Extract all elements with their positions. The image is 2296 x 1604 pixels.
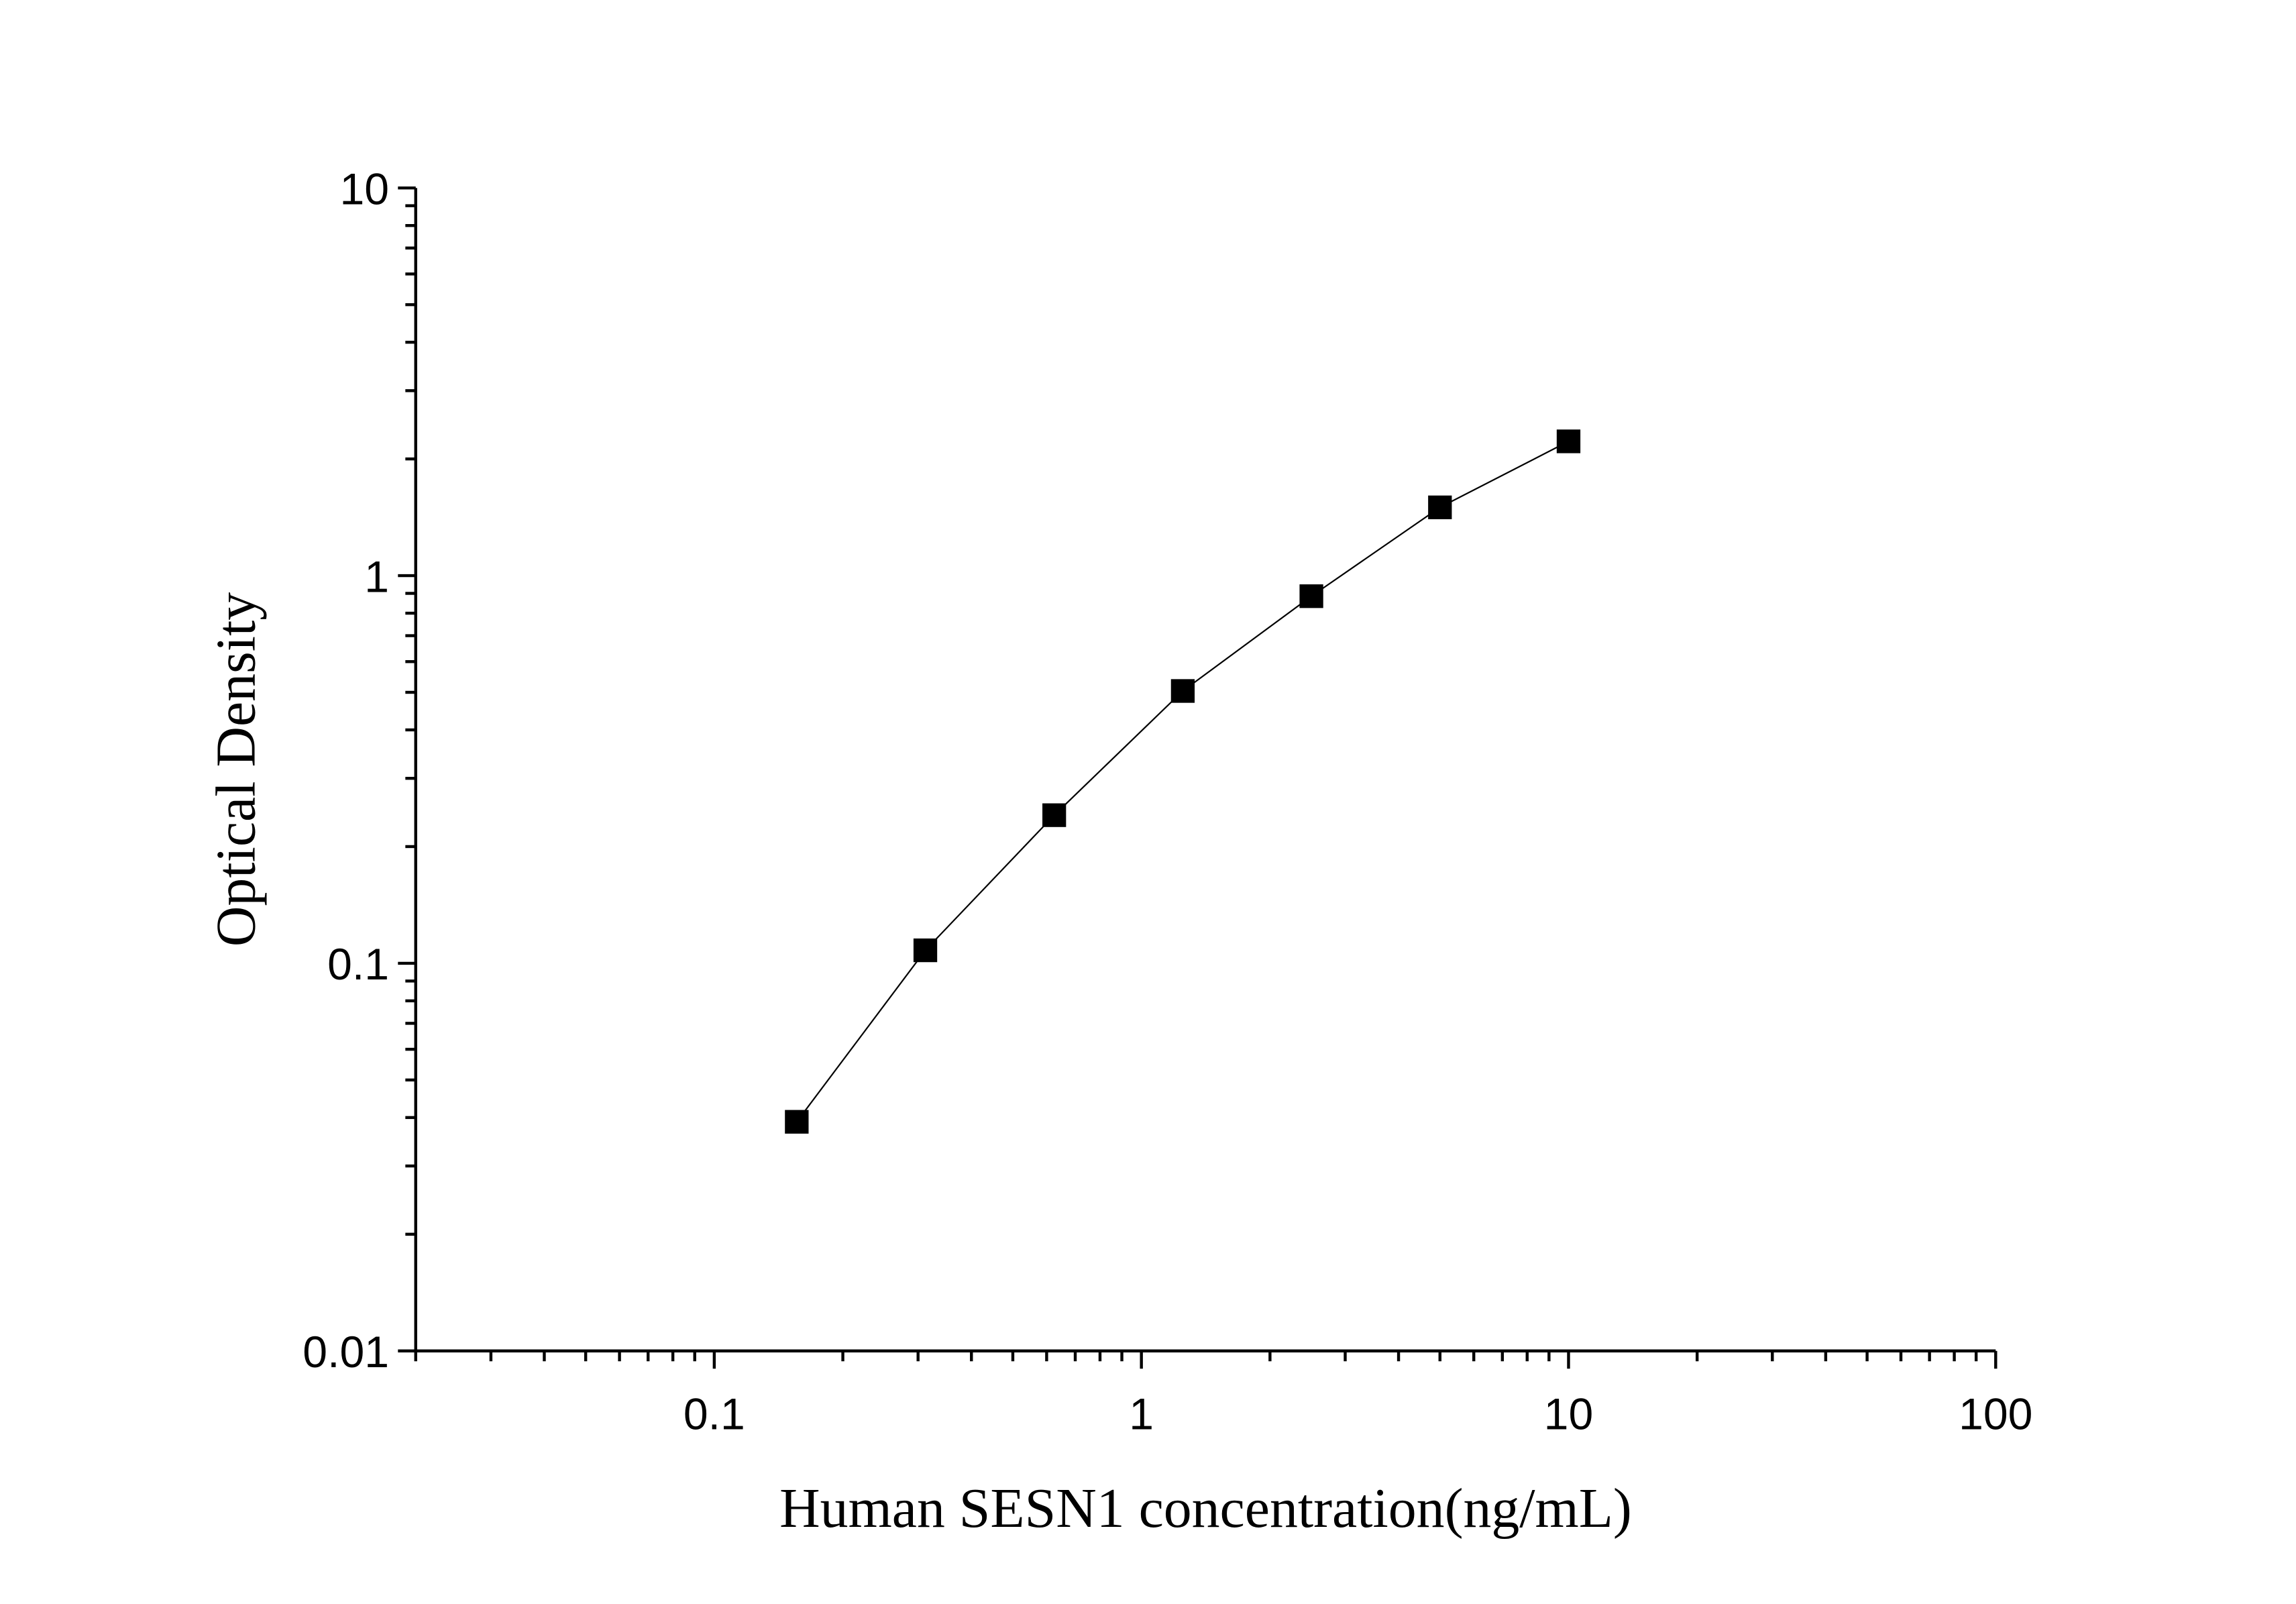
y-axis-label: Optical Density bbox=[205, 592, 267, 947]
x-tick-label: 1 bbox=[1129, 1390, 1154, 1440]
y-tick-label: 0.1 bbox=[327, 940, 389, 990]
x-axis-label: Human SESN1 concentration(ng/mL) bbox=[779, 1477, 1632, 1540]
data-point bbox=[1170, 679, 1195, 703]
y-tick-label: 10 bbox=[339, 164, 389, 214]
data-point bbox=[1428, 495, 1452, 519]
data-point bbox=[1042, 803, 1067, 827]
data-point bbox=[1556, 429, 1581, 453]
ticks: 0.1 1 10 100 0.01 0.1 1 10 bbox=[303, 164, 2032, 1439]
series bbox=[785, 429, 1581, 1134]
x-tick-label: 0.1 bbox=[684, 1390, 745, 1440]
data-point bbox=[1299, 584, 1323, 608]
data-point bbox=[785, 1110, 809, 1134]
series-line bbox=[796, 440, 1569, 1122]
x-tick-label: 10 bbox=[1544, 1390, 1594, 1440]
y-tick-label: 0.01 bbox=[303, 1328, 389, 1377]
axes bbox=[414, 188, 1996, 1352]
x-tick-label: 100 bbox=[1959, 1390, 2032, 1440]
data-point bbox=[913, 938, 938, 963]
y-tick-label: 1 bbox=[364, 552, 389, 602]
